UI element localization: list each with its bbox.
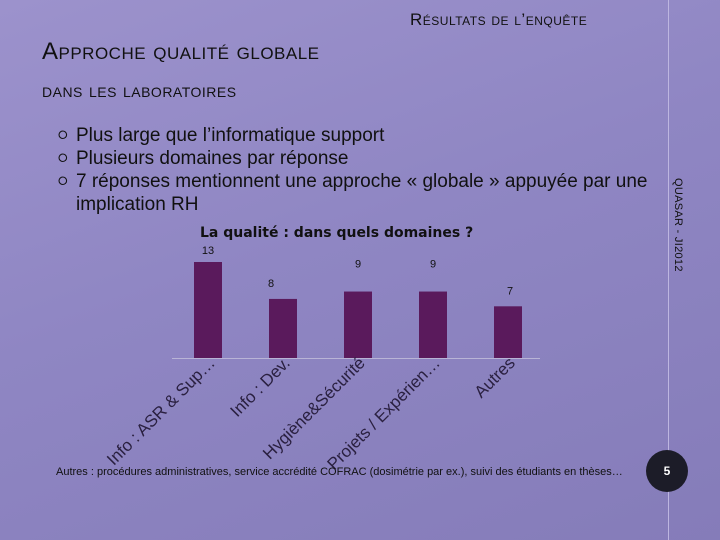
page-title-line2: dans les laboratoires	[42, 80, 237, 102]
bar-value-label: 7	[507, 285, 513, 297]
bullet-text: 7 réponses mentionnent une approche « gl…	[76, 171, 648, 215]
page-number-badge: 5	[646, 450, 688, 492]
category-label: Info : ASR & Sup…	[103, 353, 219, 469]
bullet-icon: ⭘	[58, 128, 68, 142]
bullet-item: ⭘ 7 réponses mentionnent une approche « g…	[58, 170, 658, 216]
bar	[494, 306, 522, 358]
bullet-text: Plus large que l’informatique support	[76, 125, 385, 146]
bullet-icon: ⭘	[58, 174, 68, 188]
bar-value-label: 9	[430, 259, 436, 271]
chart-title: La qualité : dans quels domaines ?	[200, 225, 474, 241]
bullet-list: ⭘ Plus large que l’informatique support ⭘…	[58, 124, 658, 216]
bar	[344, 291, 372, 358]
category-label: Autres	[471, 353, 519, 401]
bar-value-label: 8	[268, 278, 274, 290]
bar-value-label: 13	[202, 245, 214, 257]
page-title: Approche qualité globale	[42, 38, 320, 65]
bar	[194, 262, 222, 358]
bullet-item: ⭘ Plusieurs domaines par réponse	[58, 147, 658, 170]
side-divider	[668, 0, 669, 540]
bar	[419, 291, 447, 358]
bar	[269, 298, 297, 358]
footnote: Autres : procédures administratives, ser…	[56, 466, 623, 478]
side-label: QUASAR - JI2012	[672, 178, 684, 272]
bar-value-label: 9	[355, 259, 361, 271]
bullet-icon: ⭘	[58, 151, 68, 165]
bullet-text: Plusieurs domaines par réponse	[76, 148, 349, 169]
category-label: Info : Dev.	[226, 353, 293, 420]
header-subtitle: Résultats de l’enquête	[410, 10, 588, 29]
bullet-item: ⭘ Plus large que l’informatique support	[58, 124, 658, 147]
